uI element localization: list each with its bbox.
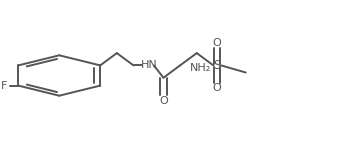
Text: F: F [0, 81, 7, 91]
Text: S: S [213, 59, 221, 72]
Text: O: O [213, 37, 221, 48]
Text: NH₂: NH₂ [190, 63, 211, 73]
Text: O: O [213, 83, 221, 93]
Text: O: O [159, 96, 168, 106]
Text: HN: HN [141, 60, 158, 70]
